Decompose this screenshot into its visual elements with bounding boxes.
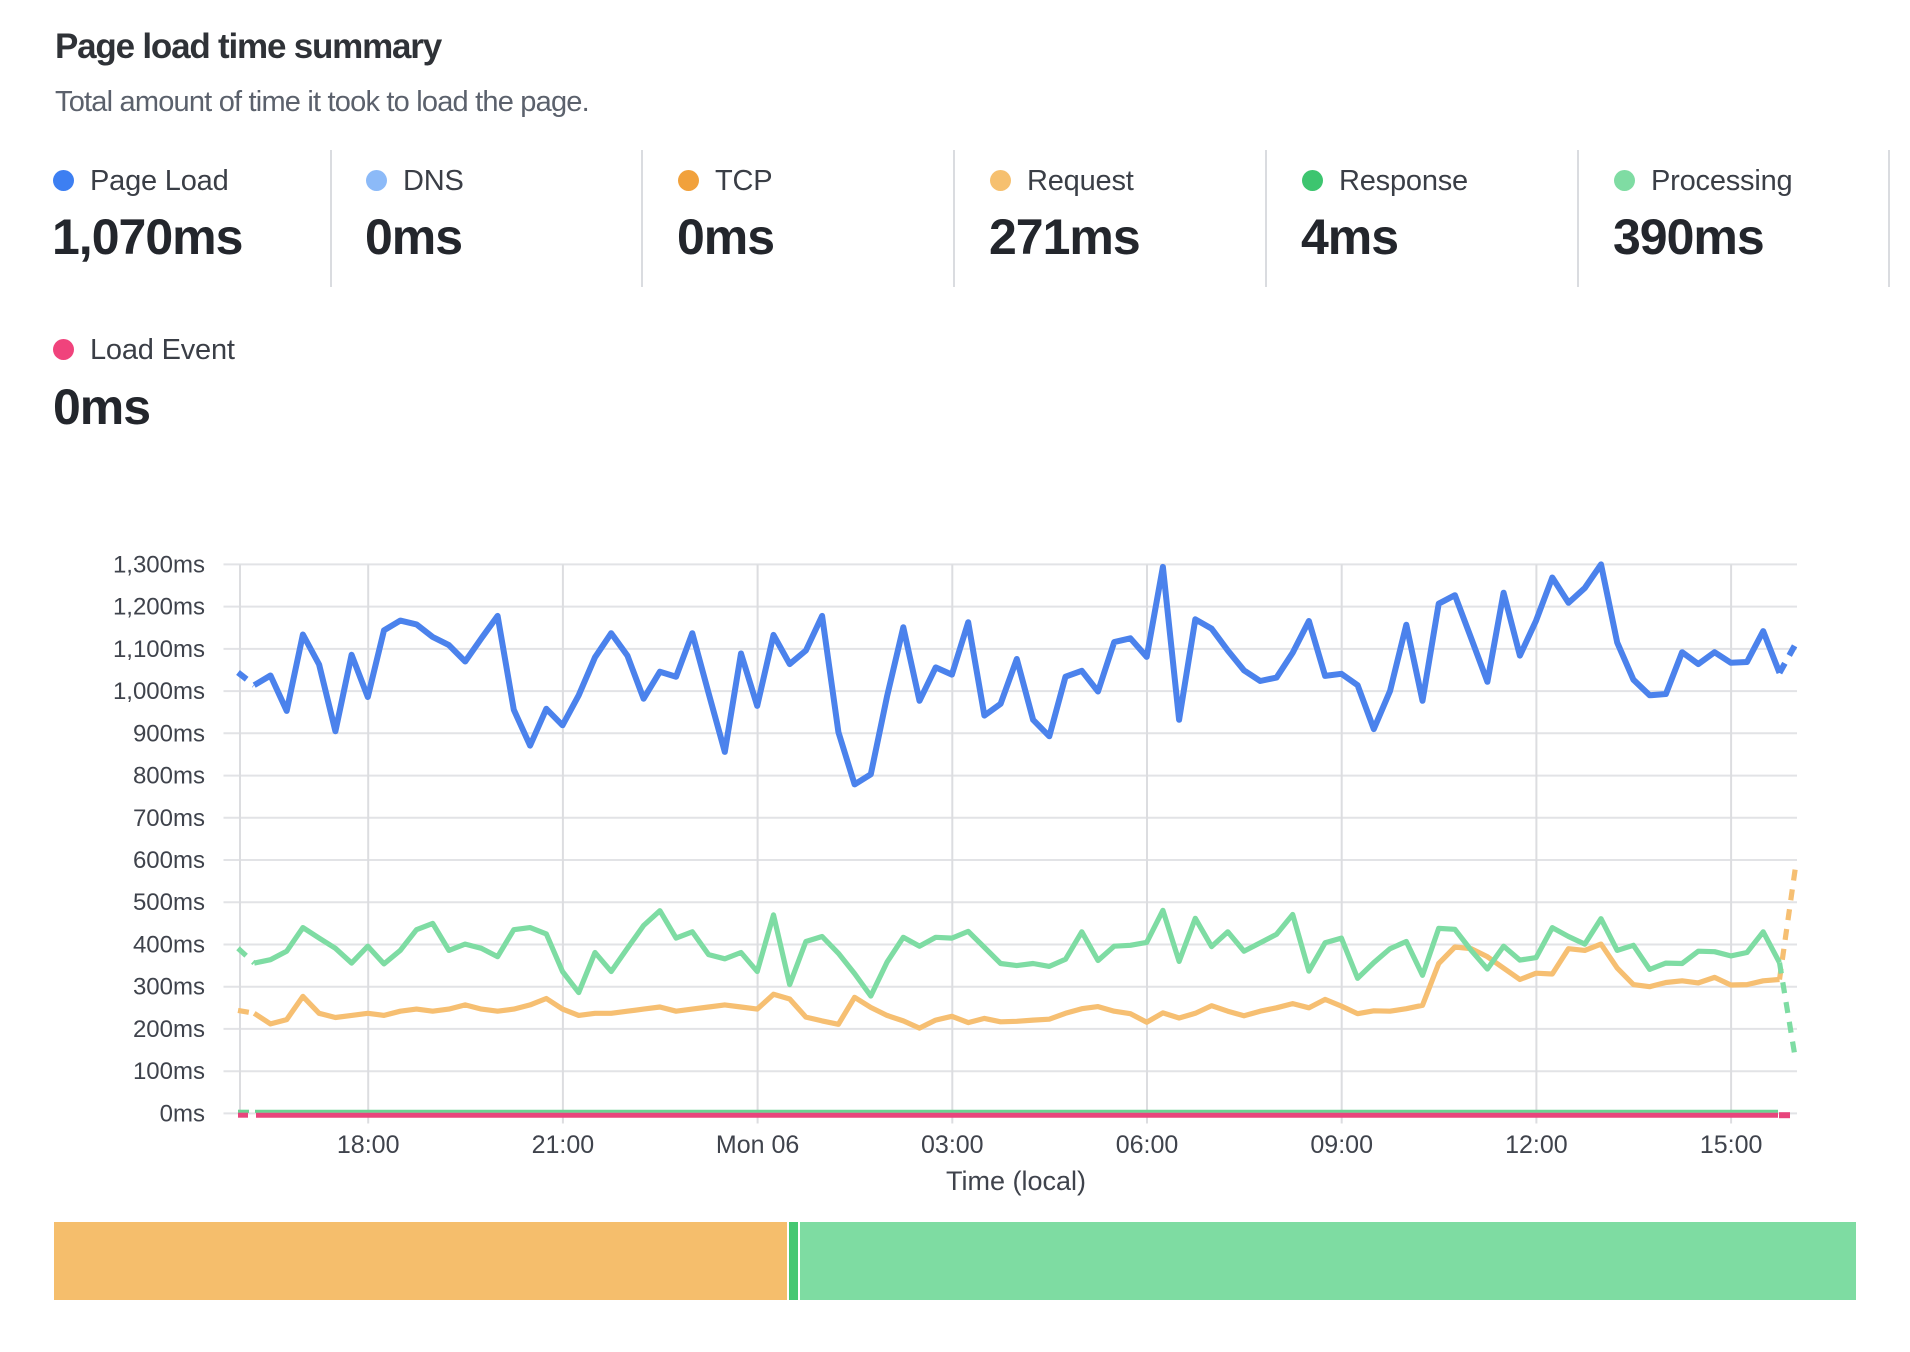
svg-text:1,300ms: 1,300ms: [113, 551, 205, 578]
svg-text:Time (local): Time (local): [946, 1166, 1086, 1196]
svg-text:500ms: 500ms: [133, 889, 205, 916]
svg-text:0ms: 0ms: [160, 1100, 205, 1127]
svg-text:21:00: 21:00: [532, 1131, 595, 1159]
svg-text:100ms: 100ms: [133, 1058, 205, 1085]
svg-text:600ms: 600ms: [133, 847, 205, 874]
svg-text:03:00: 03:00: [921, 1131, 984, 1159]
svg-text:300ms: 300ms: [133, 974, 205, 1001]
svg-text:200ms: 200ms: [133, 1016, 205, 1043]
svg-text:1,200ms: 1,200ms: [113, 594, 205, 621]
svg-text:1,000ms: 1,000ms: [113, 678, 205, 705]
svg-text:09:00: 09:00: [1310, 1131, 1373, 1159]
svg-text:06:00: 06:00: [1116, 1131, 1179, 1159]
svg-text:18:00: 18:00: [337, 1131, 400, 1159]
svg-text:12:00: 12:00: [1505, 1131, 1568, 1159]
svg-text:700ms: 700ms: [133, 805, 205, 832]
svg-text:15:00: 15:00: [1700, 1131, 1763, 1159]
svg-text:1,100ms: 1,100ms: [113, 636, 205, 663]
svg-text:Mon 06: Mon 06: [716, 1131, 799, 1159]
svg-text:800ms: 800ms: [133, 763, 205, 790]
svg-text:400ms: 400ms: [133, 932, 205, 959]
svg-text:900ms: 900ms: [133, 720, 205, 747]
